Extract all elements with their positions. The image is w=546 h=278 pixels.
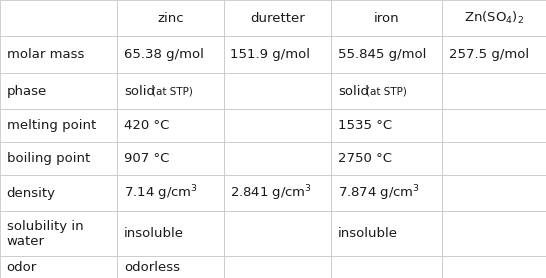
Text: (at STP): (at STP) [366, 86, 407, 96]
Text: 420 °C: 420 °C [124, 119, 169, 132]
Bar [442, 109, 546, 142]
Bar [331, 109, 442, 142]
Text: density: density [7, 187, 56, 200]
Text: boiling point: boiling point [7, 152, 90, 165]
Bar [117, 109, 224, 142]
Text: 1535 °C: 1535 °C [338, 119, 392, 132]
Text: phase: phase [7, 85, 47, 98]
Text: 7.14 g/cm$^3$: 7.14 g/cm$^3$ [124, 183, 198, 203]
Text: solid: solid [124, 85, 155, 98]
Bar [442, 36, 546, 73]
Bar [331, 0, 442, 36]
Bar [117, 175, 224, 211]
Text: Zn(SO$_4$)$_2$: Zn(SO$_4$)$_2$ [464, 10, 524, 26]
Text: 151.9 g/mol: 151.9 g/mol [230, 48, 311, 61]
Bar [0, 73, 117, 109]
Text: (at STP): (at STP) [152, 86, 193, 96]
Text: insoluble: insoluble [338, 227, 398, 240]
Bar [331, 211, 442, 256]
Bar [0, 0, 117, 36]
Bar [117, 256, 224, 278]
Bar [117, 36, 224, 73]
Bar [224, 73, 331, 109]
Bar [331, 256, 442, 278]
Bar [331, 142, 442, 175]
Bar [117, 73, 224, 109]
Text: solid: solid [338, 85, 369, 98]
Text: 257.5 g/mol: 257.5 g/mol [449, 48, 529, 61]
Bar [0, 109, 117, 142]
Text: 2.841 g/cm$^3$: 2.841 g/cm$^3$ [230, 183, 312, 203]
Bar [0, 175, 117, 211]
Bar [442, 211, 546, 256]
Bar [224, 36, 331, 73]
Text: 55.845 g/mol: 55.845 g/mol [338, 48, 426, 61]
Bar [331, 73, 442, 109]
Text: 7.874 g/cm$^3$: 7.874 g/cm$^3$ [338, 183, 420, 203]
Bar [117, 142, 224, 175]
Bar [442, 142, 546, 175]
Bar [442, 256, 546, 278]
Bar [0, 36, 117, 73]
Bar [117, 0, 224, 36]
Text: solubility in
water: solubility in water [7, 220, 83, 247]
Text: 907 °C: 907 °C [124, 152, 169, 165]
Bar [0, 211, 117, 256]
Text: iron: iron [374, 12, 400, 25]
Bar [0, 142, 117, 175]
Text: 2750 °C: 2750 °C [338, 152, 392, 165]
Text: melting point: melting point [7, 119, 96, 132]
Text: 65.38 g/mol: 65.38 g/mol [124, 48, 204, 61]
Bar [224, 211, 331, 256]
Bar [442, 0, 546, 36]
Bar [331, 175, 442, 211]
Text: zinc: zinc [157, 12, 184, 25]
Bar [117, 211, 224, 256]
Text: molar mass: molar mass [7, 48, 84, 61]
Bar [224, 256, 331, 278]
Text: odor: odor [7, 261, 37, 274]
Text: odorless: odorless [124, 261, 180, 274]
Bar [0, 256, 117, 278]
Bar [224, 175, 331, 211]
Bar [224, 0, 331, 36]
Bar [224, 109, 331, 142]
Bar [442, 175, 546, 211]
Bar [224, 142, 331, 175]
Bar [442, 73, 546, 109]
Text: insoluble: insoluble [124, 227, 184, 240]
Bar [331, 36, 442, 73]
Text: duretter: duretter [250, 12, 305, 25]
